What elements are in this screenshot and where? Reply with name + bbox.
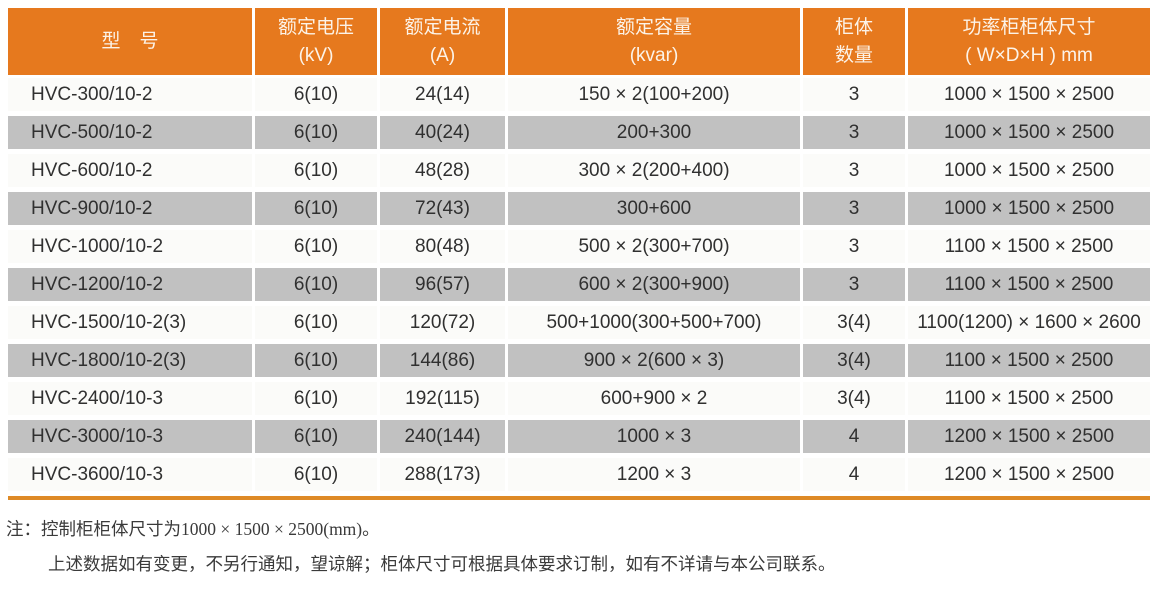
cabinet-count-cell: 3(4) <box>803 306 908 344</box>
voltage-cell: 6(10) <box>255 192 380 230</box>
table-row: HVC-2400/10-3 6(10) 192(115) 600+900 × 2 3(4… <box>8 382 1150 420</box>
model-cell: HVC-900/10-2 <box>8 192 255 230</box>
size-cell: 1200 × 1500 × 2500 <box>908 420 1150 458</box>
model-cell: HVC-1500/10-2(3) <box>8 306 255 344</box>
current-cell: 96(57) <box>380 268 508 306</box>
cabinet-count-cell: 4 <box>803 458 908 496</box>
note-line-1: 注：控制柜柜体尺寸为1000 × 1500 × 2500(mm)。 <box>6 512 1156 547</box>
capacity-cell: 900 × 2(600 × 3) <box>508 344 803 382</box>
size-cell: 1000 × 1500 × 2500 <box>908 192 1150 230</box>
table-row: HVC-1000/10-2 6(10) 80(48) 500 × 2(300+700)… <box>8 230 1150 268</box>
table-row: HVC-500/10-2 6(10) 40(24) 200+300 3 1000 × 15… <box>8 116 1150 154</box>
cabinet-count-cell: 4 <box>803 420 908 458</box>
footnotes: 注：控制柜柜体尺寸为1000 × 1500 × 2500(mm)。 上述数据如有… <box>6 512 1156 582</box>
table-header: 型 号额定电压 (kV) 额定电流 (A) 额定容量 (kvar) 柜体 数量 功率柜柜体尺寸(… <box>8 8 1150 78</box>
model-cell: HVC-1800/10-2(3) <box>8 344 255 382</box>
capacity-cell: 150 × 2(100+200) <box>508 78 803 116</box>
column-header-1: 型 号 <box>8 8 255 78</box>
current-cell: 144(86) <box>380 344 508 382</box>
cabinet-count-cell: 3 <box>803 192 908 230</box>
column-header-2: 额定电压 (kV) <box>255 8 380 78</box>
voltage-cell: 6(10) <box>255 382 380 420</box>
size-cell: 1000 × 1500 × 2500 <box>908 78 1150 116</box>
model-cell: HVC-600/10-2 <box>8 154 255 192</box>
table-row: HVC-300/10-2 6(10) 24(14) 150 × 2(100+200) 3… <box>8 78 1150 116</box>
size-cell: 1100 × 1500 × 2500 <box>908 382 1150 420</box>
current-cell: 120(72) <box>380 306 508 344</box>
voltage-cell: 6(10) <box>255 344 380 382</box>
note-text-1: 控制柜柜体尺寸为1000 × 1500 × 2500(mm)。 <box>41 519 380 539</box>
spec-table: 型 号额定电压 (kV) 额定电流 (A) 额定容量 (kvar) 柜体 数量 功率柜柜体尺寸(… <box>8 8 1150 496</box>
size-cell: 1100 × 1500 × 2500 <box>908 230 1150 268</box>
capacity-cell: 300 × 2(200+400) <box>508 154 803 192</box>
model-cell: HVC-2400/10-3 <box>8 382 255 420</box>
column-header-6: 功率柜柜体尺寸( W×D×H ) mm <box>908 8 1150 78</box>
current-cell: 240(144) <box>380 420 508 458</box>
voltage-cell: 6(10) <box>255 268 380 306</box>
header-row: 型 号额定电压 (kV) 额定电流 (A) 额定容量 (kvar) 柜体 数量 功率柜柜体尺寸(… <box>8 8 1150 78</box>
size-cell: 1200 × 1500 × 2500 <box>908 458 1150 496</box>
column-header-4: 额定容量 (kvar) <box>508 8 803 78</box>
capacity-cell: 500 × 2(300+700) <box>508 230 803 268</box>
size-cell: 1100(1200) × 1600 × 2600 <box>908 306 1150 344</box>
cabinet-count-cell: 3 <box>803 268 908 306</box>
table-row: HVC-1500/10-2(3) 6(10) 120(72) 500+1000(300… <box>8 306 1150 344</box>
cabinet-count-cell: 3(4) <box>803 344 908 382</box>
voltage-cell: 6(10) <box>255 154 380 192</box>
current-cell: 72(43) <box>380 192 508 230</box>
bottom-accent-bar <box>8 496 1150 500</box>
cabinet-count-cell: 3(4) <box>803 382 908 420</box>
table-body: HVC-300/10-2 6(10) 24(14) 150 × 2(100+200) 3… <box>8 78 1150 496</box>
current-cell: 48(28) <box>380 154 508 192</box>
note-line-2: 上述数据如有变更，不另行通知，望谅解；柜体尺寸可根据具体要求订制，如有不详请与本… <box>48 554 836 574</box>
cabinet-count-cell: 3 <box>803 116 908 154</box>
size-cell: 1000 × 1500 × 2500 <box>908 116 1150 154</box>
capacity-cell: 200+300 <box>508 116 803 154</box>
cabinet-count-cell: 3 <box>803 230 908 268</box>
table-row: HVC-600/10-2 6(10) 48(28) 300 × 2(200+400) 3… <box>8 154 1150 192</box>
size-cell: 1100 × 1500 × 2500 <box>908 344 1150 382</box>
capacity-cell: 1000 × 3 <box>508 420 803 458</box>
size-cell: 1100 × 1500 × 2500 <box>908 268 1150 306</box>
current-cell: 40(24) <box>380 116 508 154</box>
capacity-cell: 600 × 2(300+900) <box>508 268 803 306</box>
table-row: HVC-1200/10-2 6(10) 96(57) 600 × 2(300+900)… <box>8 268 1150 306</box>
model-cell: HVC-300/10-2 <box>8 78 255 116</box>
voltage-cell: 6(10) <box>255 116 380 154</box>
column-header-3: 额定电流 (A) <box>380 8 508 78</box>
voltage-cell: 6(10) <box>255 230 380 268</box>
voltage-cell: 6(10) <box>255 420 380 458</box>
model-cell: HVC-3000/10-3 <box>8 420 255 458</box>
current-cell: 80(48) <box>380 230 508 268</box>
size-cell: 1000 × 1500 × 2500 <box>908 154 1150 192</box>
capacity-cell: 1200 × 3 <box>508 458 803 496</box>
table-row: HVC-900/10-2 6(10) 72(43) 300+600 3 1000 × 15… <box>8 192 1150 230</box>
note-label: 注： <box>6 519 41 539</box>
table-row: HVC-1800/10-2(3) 6(10) 144(86) 900 × 2(600 … <box>8 344 1150 382</box>
model-cell: HVC-3600/10-3 <box>8 458 255 496</box>
current-cell: 288(173) <box>380 458 508 496</box>
voltage-cell: 6(10) <box>255 306 380 344</box>
model-cell: HVC-1000/10-2 <box>8 230 255 268</box>
table-row: HVC-3000/10-3 6(10) 240(144) 1000 × 3 4 1200 … <box>8 420 1150 458</box>
cabinet-count-cell: 3 <box>803 154 908 192</box>
cabinet-count-cell: 3 <box>803 78 908 116</box>
current-cell: 24(14) <box>380 78 508 116</box>
column-header-5: 柜体 数量 <box>803 8 908 78</box>
capacity-cell: 600+900 × 2 <box>508 382 803 420</box>
model-cell: HVC-500/10-2 <box>8 116 255 154</box>
current-cell: 192(115) <box>380 382 508 420</box>
capacity-cell: 500+1000(300+500+700) <box>508 306 803 344</box>
capacity-cell: 300+600 <box>508 192 803 230</box>
table-row: HVC-3600/10-3 6(10) 288(173) 1200 × 3 4 1200 … <box>8 458 1150 496</box>
voltage-cell: 6(10) <box>255 78 380 116</box>
voltage-cell: 6(10) <box>255 458 380 496</box>
model-cell: HVC-1200/10-2 <box>8 268 255 306</box>
